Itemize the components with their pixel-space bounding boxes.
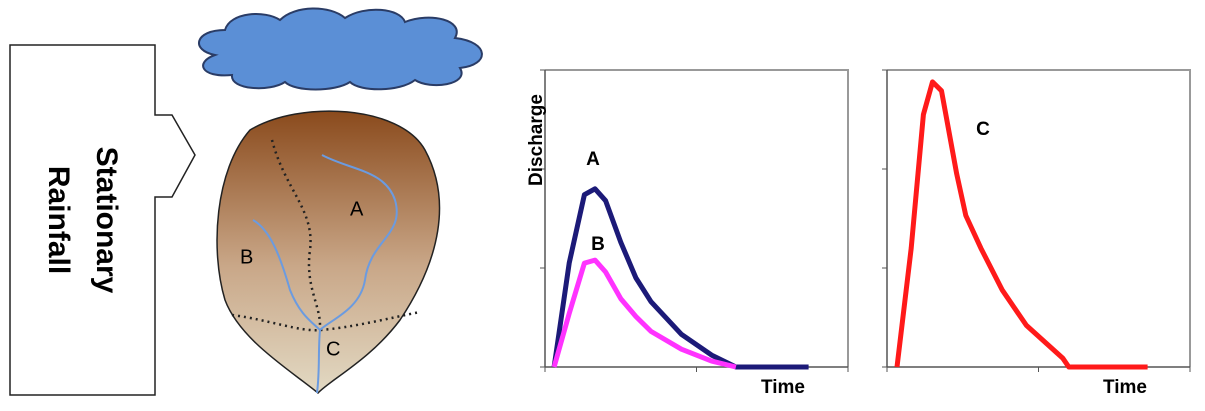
- basin-label: B: [240, 246, 253, 268]
- plot-frame: [887, 69, 1191, 367]
- y-axis-label: Discharge: [526, 94, 547, 186]
- series-label: C: [976, 119, 990, 140]
- rainfall-box: [9, 44, 196, 396]
- basin: [216, 110, 441, 395]
- basin-label: C: [326, 338, 340, 360]
- x-axis-label: Time: [761, 377, 805, 398]
- series-line: [894, 79, 1148, 370]
- series-label: A: [586, 149, 600, 170]
- divides: [231, 139, 421, 332]
- series-line: [551, 257, 737, 370]
- x-axis-label: Time: [1103, 377, 1147, 398]
- basin-label: A: [350, 198, 364, 220]
- streams: [252, 154, 398, 394]
- series-label: B: [591, 234, 605, 255]
- plot-frame: [545, 69, 849, 367]
- rainfall-label: Stationary: [90, 147, 123, 294]
- cloud: [198, 7, 483, 91]
- series-line: [551, 186, 809, 370]
- rainfall-label: Rainfall: [42, 166, 75, 274]
